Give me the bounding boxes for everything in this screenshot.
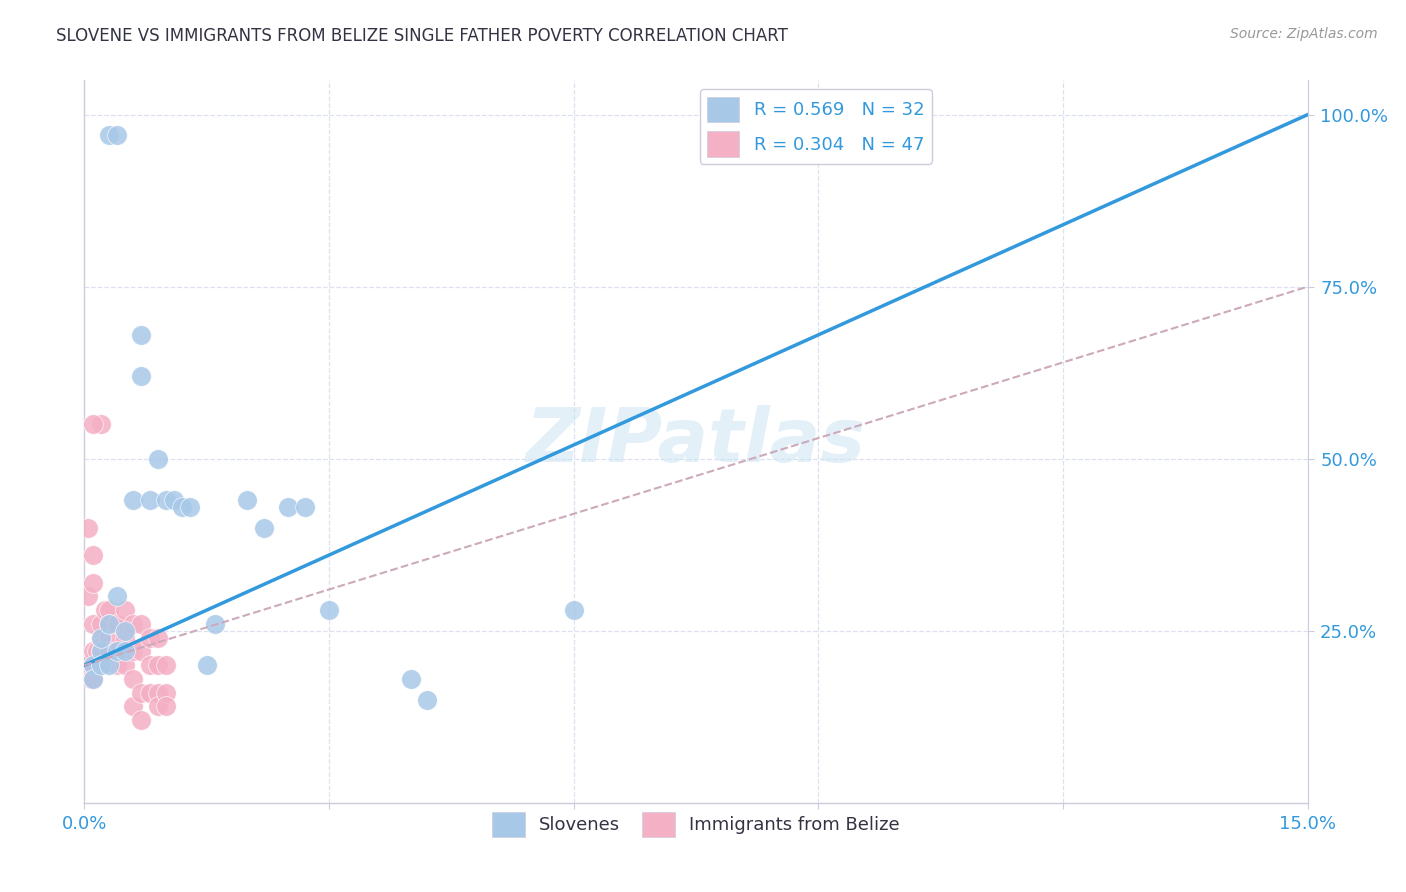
Point [90,631,112,645]
Point [138,631,160,645]
Point [97,616,120,631]
Point [105,590,128,604]
Text: ZIPatlas: ZIPatlas [526,405,866,478]
Point [172,500,194,514]
Point [131,327,153,342]
Point [82,672,104,686]
Point [86,644,108,658]
Point [253,520,276,534]
Point [766,114,789,128]
Point [114,644,136,658]
Point [90,644,112,658]
Point [105,644,128,658]
Point [163,493,186,508]
Point [155,658,177,673]
Point [114,624,136,638]
Point [105,616,128,631]
Point [122,699,145,714]
Point [90,644,112,658]
Point [90,658,112,673]
Point [131,686,153,700]
Point [122,672,145,686]
Point [131,369,153,384]
Point [138,493,160,508]
Point [122,616,145,631]
Point [204,616,226,631]
Point [105,616,128,631]
Point [82,644,104,658]
Point [82,658,104,673]
Point [122,493,145,508]
Point [138,686,160,700]
Point [82,417,104,432]
Point [399,672,422,686]
Point [294,500,316,514]
Point [236,493,259,508]
Point [155,493,177,508]
Point [562,603,585,617]
Point [195,658,218,673]
Point [82,672,104,686]
Point [146,699,169,714]
Point [90,631,112,645]
Point [77,658,100,673]
Point [90,658,112,673]
Point [131,713,153,727]
Point [105,658,128,673]
Point [77,590,100,604]
Point [97,644,120,658]
Point [114,631,136,645]
Point [146,451,169,466]
Point [105,128,128,143]
Point [122,644,145,658]
Point [93,603,115,617]
Point [97,616,120,631]
Point [131,616,153,631]
Point [155,686,177,700]
Point [416,692,439,706]
Point [90,417,112,432]
Text: Source: ZipAtlas.com: Source: ZipAtlas.com [1230,27,1378,41]
Point [82,575,104,590]
Point [82,616,104,631]
Legend: Slovenes, Immigrants from Belize: Slovenes, Immigrants from Belize [485,805,907,845]
Point [277,500,299,514]
Point [131,644,153,658]
Point [318,603,340,617]
Point [105,644,128,658]
Point [97,603,120,617]
Point [155,699,177,714]
Point [179,500,201,514]
Point [90,616,112,631]
Point [77,520,100,534]
Point [97,658,120,673]
Point [97,631,120,645]
Point [114,658,136,673]
Text: SLOVENE VS IMMIGRANTS FROM BELIZE SINGLE FATHER POVERTY CORRELATION CHART: SLOVENE VS IMMIGRANTS FROM BELIZE SINGLE… [56,27,789,45]
Point [82,658,104,673]
Point [146,686,169,700]
Point [97,128,120,143]
Point [82,548,104,562]
Point [138,658,160,673]
Point [146,658,169,673]
Point [114,603,136,617]
Point [146,631,169,645]
Point [80,672,103,686]
